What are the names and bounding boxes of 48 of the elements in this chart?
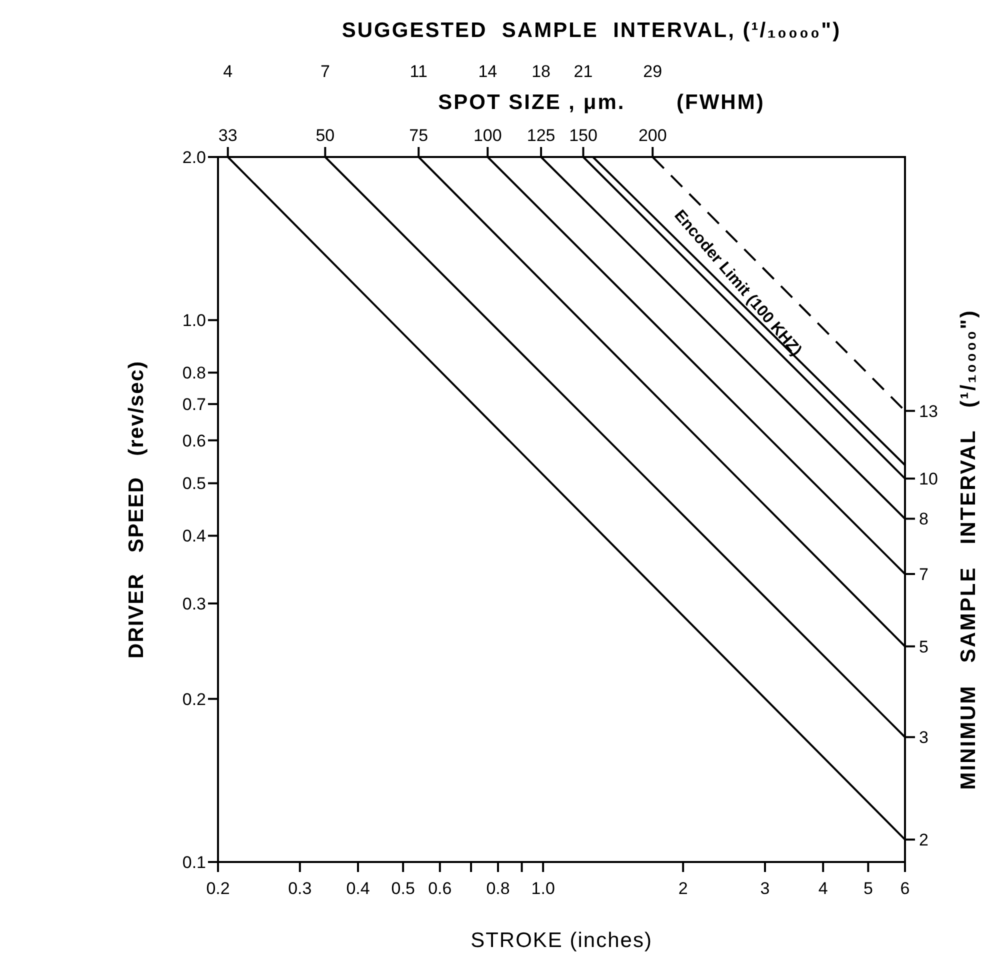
text: 5 [919, 637, 928, 656]
x-tick-label: 0.6 [428, 879, 452, 898]
series-label: 50 [316, 126, 335, 145]
x-tick-label: 0.3 [288, 879, 312, 898]
text: 29 [643, 62, 662, 81]
text: 4 [223, 62, 233, 81]
y-tick-label: 0.4 [182, 526, 206, 546]
x-tick-label: 0.5 [391, 879, 415, 898]
series-label: 75 [409, 126, 428, 145]
x-tick-label: 0.8 [486, 879, 510, 898]
text: 7 [919, 564, 928, 584]
x-tick-label: 3 [760, 879, 770, 898]
series-label: 125 [526, 126, 556, 145]
y-tick-label: 0.7 [182, 395, 206, 414]
series-label: 100 [473, 126, 502, 145]
y-tick-label: 0.5 [182, 474, 206, 494]
y-tick-label: 0.2 [182, 690, 206, 709]
text: 18 [532, 62, 551, 81]
y-axis-title: DRIVER SPEED (rev/sec) [125, 360, 148, 658]
text: SUGGESTED SAMPLE INTERVAL, (¹/₁₀₀₀₀") [342, 19, 842, 42]
text: 11 [410, 62, 428, 81]
y-tick-label: 1.0 [182, 311, 206, 330]
text: 10 [919, 470, 938, 489]
text: 2 [919, 830, 928, 850]
y-tick-label: 0.3 [182, 594, 206, 614]
y-tick-label: 2.0 [182, 148, 206, 167]
x-axis-title: STROKE (inches) [470, 929, 652, 952]
x-tick-label: 0.2 [206, 879, 230, 898]
text: 8 [919, 510, 928, 529]
y-tick-label: 0.1 [182, 852, 206, 872]
text: MINIMUM SAMPLE INTERVAL (¹/₁₀₀₀₀") [957, 309, 980, 790]
x-tick-label: 1.0 [531, 879, 555, 898]
x-tick-label: 6 [900, 879, 910, 898]
x-tick-label: 4 [818, 879, 828, 898]
text: SPOT SIZE , μm. (FWHM) [438, 91, 765, 114]
series-label: 150 [569, 126, 598, 145]
series-label: 200 [638, 126, 667, 145]
series-label: 33 [218, 126, 238, 145]
text: 14 [478, 62, 498, 81]
x-tick-label: 0.4 [346, 879, 370, 898]
y-tick-label: 0.6 [182, 431, 206, 450]
text: 7 [320, 62, 330, 81]
text: 13 [919, 402, 938, 421]
y-tick-label: 0.8 [182, 364, 206, 383]
text: 3 [919, 728, 928, 748]
x-tick-label: 5 [863, 879, 873, 898]
x-tick-label: 2 [678, 879, 688, 898]
text: 21 [574, 62, 593, 81]
